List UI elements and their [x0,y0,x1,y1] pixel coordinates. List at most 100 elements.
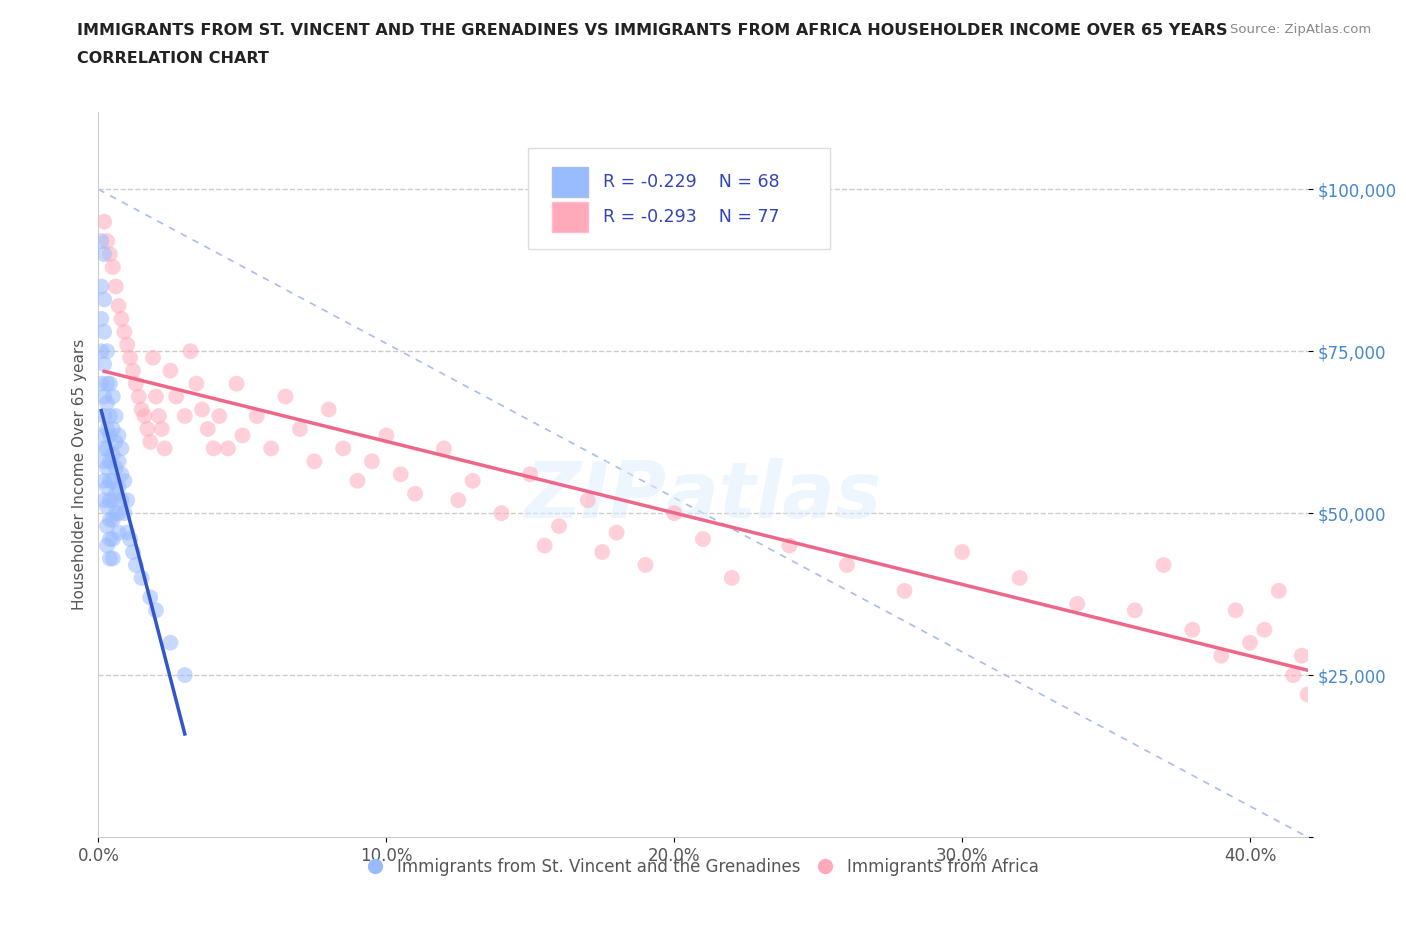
FancyBboxPatch shape [551,166,588,197]
Point [98,377,121,392]
Point [120,351,142,365]
Point [1291,648,1313,663]
Point [139,590,162,604]
Point [90,279,112,294]
Point [101,389,124,404]
Point [104,279,127,294]
Point [96,499,118,514]
Legend: Immigrants from St. Vincent and the Grenadines, Immigrants from Africa: Immigrants from St. Vincent and the Gren… [360,852,1046,883]
Point [93,454,115,469]
Point [125,377,148,392]
Point [433,441,456,456]
Point [93,408,115,423]
Point [112,506,135,521]
Point [1225,603,1247,618]
Point [634,558,657,573]
Point [1181,622,1204,637]
Point [104,434,127,449]
Point [90,377,112,392]
Point [346,473,368,488]
Point [159,635,181,650]
Point [96,421,118,436]
Point [122,545,145,560]
Point [90,344,112,359]
Point [1282,668,1305,683]
Y-axis label: Householder Income Over 65 years: Householder Income Over 65 years [72,339,87,610]
Point [93,214,115,229]
Point [98,551,121,566]
Point [1239,635,1261,650]
Point [110,493,132,508]
Point [591,545,613,560]
Point [96,519,118,534]
Point [139,434,162,449]
Point [165,389,187,404]
Point [90,312,112,326]
Point [104,460,127,475]
Text: ZIP​atlas: ZIP​atlas [524,458,882,534]
Point [93,473,115,488]
Point [361,454,384,469]
Point [98,493,121,508]
Point [96,460,118,475]
Point [107,525,129,540]
Point [533,538,555,553]
Point [96,480,118,495]
Point [225,377,247,392]
Point [208,408,231,423]
Point [1211,648,1233,663]
Point [93,292,115,307]
Point [153,441,176,456]
Point [115,493,138,508]
Point [150,421,173,436]
Point [145,389,167,404]
Point [98,454,121,469]
Point [1123,603,1146,618]
Point [664,506,686,521]
Point [115,338,138,352]
Point [101,532,124,547]
Point [217,441,239,456]
FancyBboxPatch shape [551,202,588,232]
Point [136,421,159,436]
Point [107,506,129,521]
Point [246,408,269,423]
Point [202,441,225,456]
Point [98,473,121,488]
Point [110,312,132,326]
Point [606,525,628,540]
Point [720,570,742,585]
Point [692,532,714,547]
Point [260,441,283,456]
Point [1296,687,1319,702]
Point [134,408,156,423]
Point [96,233,118,248]
Point [447,493,470,508]
Point [1268,583,1291,598]
Point [304,454,326,469]
Point [491,506,513,521]
Point [112,325,135,339]
Point [274,389,297,404]
Point [950,545,973,560]
Point [107,480,129,495]
Point [98,532,121,547]
Point [461,473,484,488]
Point [404,486,426,501]
Point [173,408,195,423]
Point [142,351,165,365]
Point [159,364,181,379]
Point [101,493,124,508]
Point [101,473,124,488]
Point [93,246,115,261]
Point [1153,558,1175,573]
Point [104,506,127,521]
Point [318,402,340,417]
Point [180,344,202,359]
Text: R = -0.229    N = 68: R = -0.229 N = 68 [603,173,779,191]
Point [98,408,121,423]
Point [131,570,153,585]
Point [332,441,354,456]
Point [96,538,118,553]
Point [148,408,170,423]
